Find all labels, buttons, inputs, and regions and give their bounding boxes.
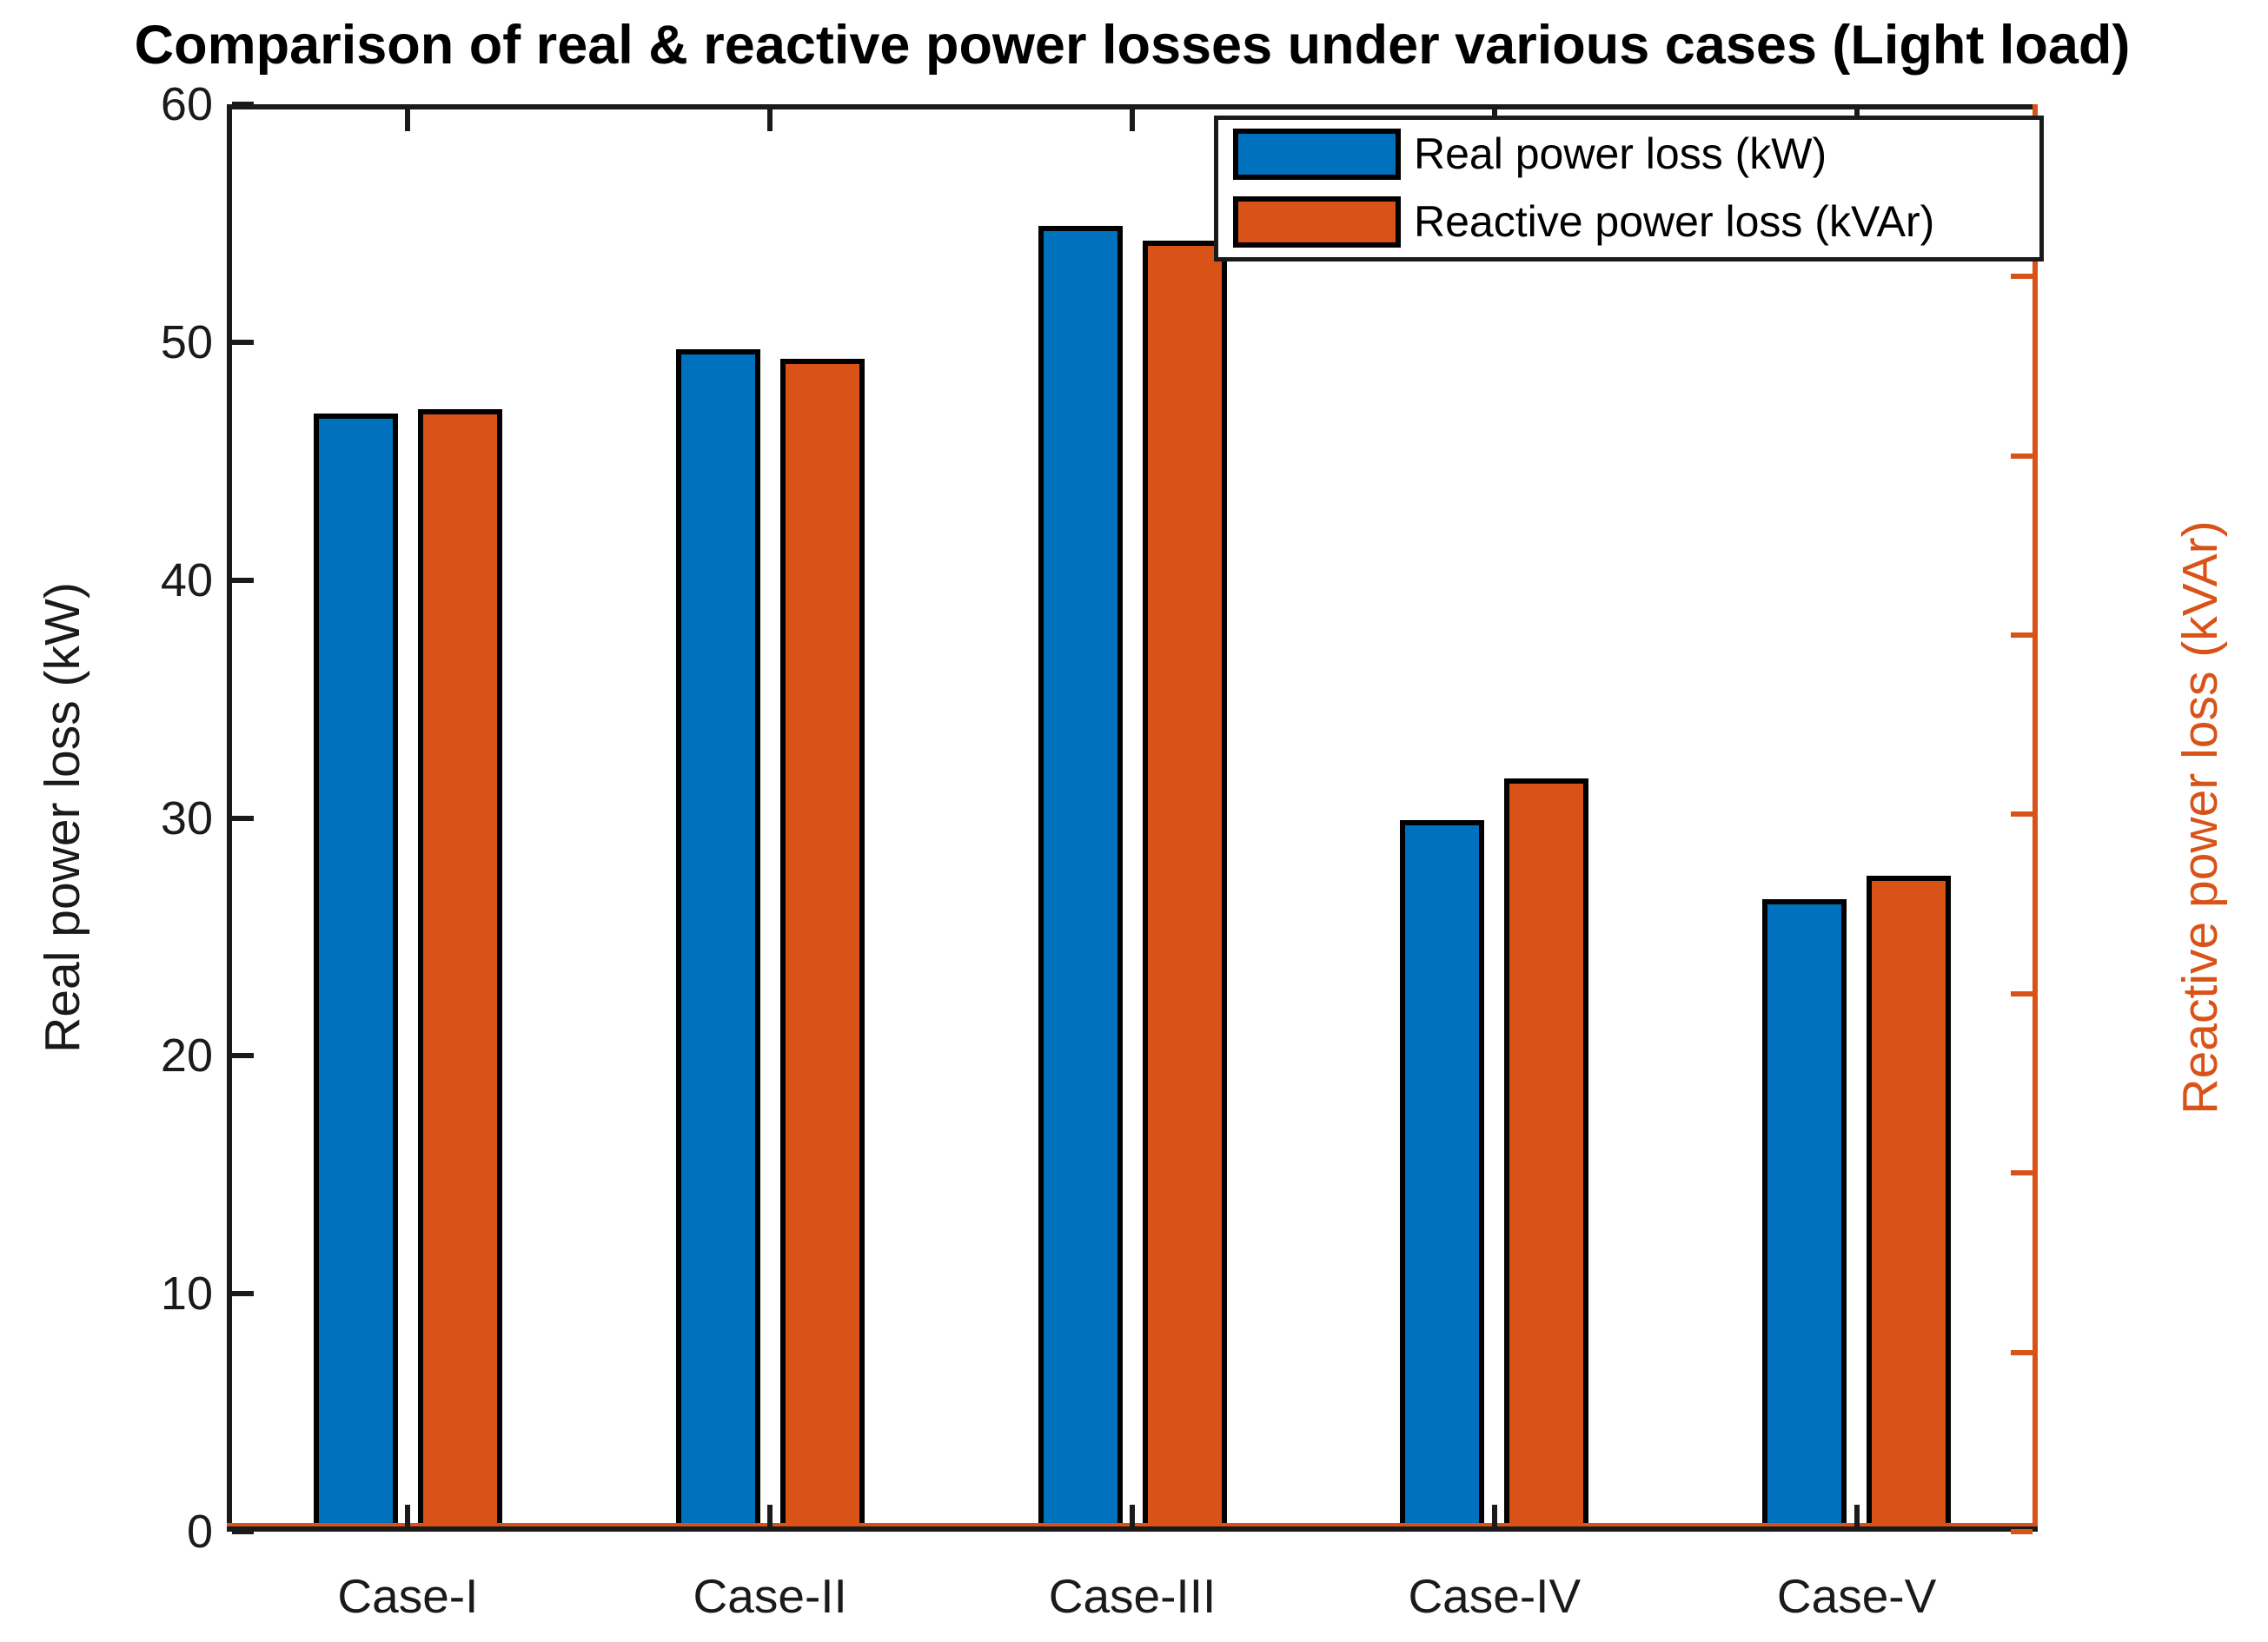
x-axis-category-label: Case-II	[693, 1569, 847, 1623]
x-axis-category-label: Case-I	[337, 1569, 479, 1623]
right-axis-tick	[2011, 632, 2033, 638]
top-axis-tick	[1130, 109, 1135, 131]
left-axis-tick	[232, 815, 254, 821]
legend-row: Reactive power loss (kVAr)	[1218, 196, 2039, 261]
bottom-axis-tick	[767, 1505, 773, 1526]
left-axis-tick-label: 40	[160, 553, 213, 606]
bottom-axis-line	[227, 1526, 2038, 1532]
right-axis-tick	[2011, 811, 2033, 818]
bar-reactive-power-case-v	[1867, 875, 1952, 1532]
left-axis-tick-label: 60	[160, 78, 213, 130]
left-axis-tick	[232, 1291, 254, 1297]
left-axis-tick-label: 20	[160, 1030, 213, 1083]
left-axis-tick-label: 50	[160, 315, 213, 368]
top-axis-line	[227, 104, 2038, 109]
top-axis-tick	[767, 109, 773, 131]
left-axis-tick	[232, 1053, 254, 1059]
right-axis-tick	[2011, 1170, 2033, 1176]
right-axis-tick	[2011, 990, 2033, 996]
bar-real-power-case-iv	[1400, 820, 1485, 1532]
left-axis-tick	[232, 339, 254, 345]
top-axis-tick	[405, 109, 411, 131]
right-axis-tick	[2011, 1529, 2033, 1534]
right-axis-tick	[2011, 1349, 2033, 1355]
x-axis-category-label: Case-III	[1048, 1569, 1217, 1623]
right-axis-tick	[2011, 453, 2033, 459]
left-axis-tick	[232, 102, 254, 107]
bar-real-power-case-ii	[675, 349, 760, 1532]
right-axis-tick	[2011, 274, 2033, 280]
bar-reactive-power-case-iii	[1142, 240, 1227, 1532]
legend-swatch-reactive-power	[1233, 196, 1401, 248]
left-axis-tick-label: 10	[160, 1268, 213, 1321]
bottom-axis-tick	[405, 1505, 411, 1526]
left-axis-line	[227, 104, 232, 1532]
bar-real-power-case-i	[313, 413, 398, 1532]
bottom-axis-tick	[1854, 1505, 1860, 1526]
bar-real-power-case-iii	[1038, 225, 1123, 1532]
legend-swatch-real-power	[1233, 129, 1401, 180]
legend: Real power loss (kW) Reactive power loss…	[1214, 116, 2044, 262]
left-axis-tick	[232, 577, 254, 583]
legend-row: Real power loss (kW)	[1218, 129, 2039, 193]
left-axis-tick	[232, 1529, 254, 1534]
right-axis-line	[2033, 104, 2038, 1532]
bar-reactive-power-case-iv	[1504, 778, 1589, 1532]
bar-real-power-case-v	[1762, 898, 1847, 1532]
right-y-axis-label: Reactive power loss (kVAr)	[2172, 520, 2228, 1115]
chart-title: Comparison of real & reactive power loss…	[134, 15, 2131, 76]
x-axis-category-label: Case-IV	[1408, 1569, 1582, 1623]
bar-reactive-power-case-ii	[779, 359, 865, 1532]
left-axis-tick-label: 0	[186, 1506, 213, 1558]
bar-reactive-power-case-i	[417, 408, 502, 1532]
legend-label-reactive-power: Reactive power loss (kVAr)	[1414, 197, 1935, 246]
legend-label-real-power: Real power loss (kW)	[1414, 129, 1827, 178]
plot-area: 010203040506005101520253035Case-ICase-II…	[161, 80, 2038, 1623]
bottom-axis-tick	[1491, 1505, 1497, 1526]
bottom-axis-tick	[1130, 1505, 1135, 1526]
left-axis-tick-label: 30	[160, 791, 213, 844]
x-axis-category-label: Case-V	[1776, 1569, 1937, 1623]
